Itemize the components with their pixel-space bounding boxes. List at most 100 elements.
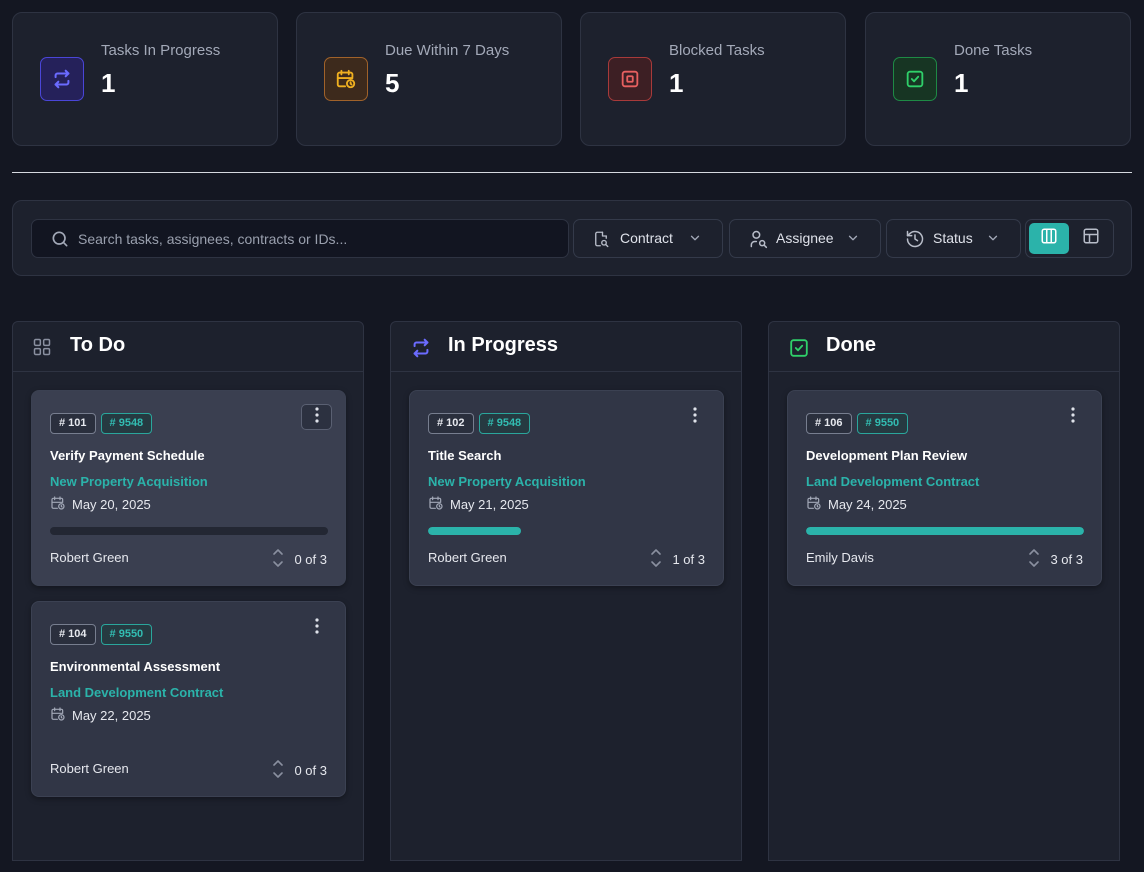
stat-card-due-soon: Due Within 7 Days 5 <box>296 12 562 146</box>
project-link[interactable]: Land Development Contract <box>806 474 980 489</box>
sort-arrows-icon <box>272 759 284 782</box>
subtask-count[interactable]: 3 of 3 <box>1028 548 1083 571</box>
task-card[interactable]: # 102 # 9548 Title Search New Property A… <box>409 390 724 586</box>
table-icon <box>1082 227 1100 250</box>
progress-fill <box>806 527 1084 535</box>
due-date: May 21, 2025 <box>428 495 529 514</box>
more-vertical-icon <box>314 617 319 639</box>
progress-bar <box>50 527 328 535</box>
project-link[interactable]: New Property Acquisition <box>428 474 586 489</box>
column-title: To Do <box>70 334 126 356</box>
progress-fill <box>428 527 521 535</box>
task-card[interactable]: # 101 # 9548 Verify Payment Schedule New… <box>31 390 346 586</box>
calendar-clock-icon <box>50 706 66 725</box>
column-in-progress: In Progress # 102 # 9548 Title Search Ne… <box>390 321 742 861</box>
status-filter-button[interactable]: Status <box>886 219 1021 258</box>
task-card[interactable]: # 104 # 9550 Environmental Assessment La… <box>31 601 346 797</box>
chevron-down-icon <box>986 231 1000 248</box>
calendar-clock-icon <box>50 495 66 514</box>
column-title: Done <box>826 334 876 356</box>
card-menu-button[interactable] <box>301 615 332 641</box>
due-date: May 20, 2025 <box>50 495 151 514</box>
stop-square-icon <box>608 57 652 101</box>
subtask-count[interactable]: 0 of 3 <box>272 759 327 782</box>
task-title: Environmental Assessment <box>50 659 221 674</box>
assignee-name: Robert Green <box>50 761 129 776</box>
search-icon <box>50 229 70 254</box>
column-header: In Progress <box>391 322 741 372</box>
task-card[interactable]: # 106 # 9550 Development Plan Review Lan… <box>787 390 1102 586</box>
progress-bar <box>806 527 1084 535</box>
search-input[interactable] <box>78 220 558 257</box>
chevron-down-icon <box>846 231 860 248</box>
stat-card-in-progress: Tasks In Progress 1 <box>12 12 278 146</box>
columns-icon <box>1040 227 1058 250</box>
more-vertical-icon <box>692 406 697 428</box>
task-title: Title Search <box>428 448 502 463</box>
user-search-icon <box>748 229 768 252</box>
task-id-badge: # 101 <box>50 413 96 434</box>
due-date-text: May 24, 2025 <box>828 497 907 512</box>
task-title: Development Plan Review <box>806 448 968 463</box>
subtask-count[interactable]: 0 of 3 <box>272 548 327 571</box>
more-vertical-icon <box>1070 406 1075 428</box>
stat-label: Due Within 7 Days <box>385 42 510 59</box>
calendar-clock-icon <box>428 495 444 514</box>
stat-label: Done Tasks <box>954 42 1033 59</box>
stat-value: 1 <box>669 68 684 98</box>
column-todo: To Do # 101 # 9548 Verify Payment Schedu… <box>12 321 364 861</box>
board-view-button[interactable] <box>1029 223 1069 254</box>
assignee-name: Robert Green <box>428 550 507 565</box>
contract-id-badge[interactable]: # 9548 <box>478 413 531 434</box>
assignee-filter-button[interactable]: Assignee <box>729 219 881 258</box>
task-id-badge: # 102 <box>428 413 474 434</box>
column-header: To Do <box>13 322 363 372</box>
project-link[interactable]: New Property Acquisition <box>50 474 208 489</box>
stat-value: 1 <box>101 68 116 98</box>
contract-id-badge[interactable]: # 9550 <box>856 413 909 434</box>
column-done: Done # 106 # 9550 Development Plan Revie… <box>768 321 1120 861</box>
card-menu-button[interactable] <box>679 404 710 430</box>
sort-arrows-icon <box>272 548 284 571</box>
search-box[interactable] <box>31 219 569 258</box>
due-date-text: May 22, 2025 <box>72 708 151 723</box>
assignee-filter-label: Assignee <box>776 230 834 246</box>
stat-label: Blocked Tasks <box>669 42 765 59</box>
assignee-name: Robert Green <box>50 550 129 565</box>
column-title: In Progress <box>448 334 559 356</box>
file-search-icon <box>592 229 610 252</box>
subtask-count-text: 1 of 3 <box>672 552 705 567</box>
more-vertical-icon <box>314 406 319 428</box>
loop-arrows-icon <box>40 57 84 101</box>
stat-value: 1 <box>954 68 969 98</box>
check-square-icon <box>788 337 810 364</box>
stats-row: Tasks In Progress 1 Due Within 7 Days 5 … <box>12 12 1132 146</box>
sort-arrows-icon <box>1028 548 1040 571</box>
contract-filter-label: Contract <box>620 230 673 246</box>
progress-bar <box>428 527 706 535</box>
subtask-count-text: 0 of 3 <box>294 552 327 567</box>
divider <box>12 172 1132 173</box>
project-link[interactable]: Land Development Contract <box>50 685 224 700</box>
contract-id-badge[interactable]: # 9550 <box>100 624 153 645</box>
card-menu-button[interactable] <box>301 404 332 430</box>
task-title: Verify Payment Schedule <box>50 448 205 463</box>
check-square-icon <box>893 57 937 101</box>
subtask-count-text: 3 of 3 <box>1050 552 1083 567</box>
subtask-count-text: 0 of 3 <box>294 763 327 778</box>
history-icon <box>905 229 925 252</box>
task-id-badge: # 106 <box>806 413 852 434</box>
view-toggle <box>1025 219 1114 258</box>
stat-card-blocked: Blocked Tasks 1 <box>580 12 846 146</box>
contract-id-badge[interactable]: # 9548 <box>100 413 153 434</box>
assignee-name: Emily Davis <box>806 550 874 565</box>
stat-value: 5 <box>385 68 400 98</box>
contract-filter-button[interactable]: Contract <box>573 219 723 258</box>
calendar-clock-icon <box>324 57 368 101</box>
stat-card-done: Done Tasks 1 <box>865 12 1131 146</box>
grid-icon <box>32 337 52 362</box>
subtask-count[interactable]: 1 of 3 <box>650 548 705 571</box>
table-view-button[interactable] <box>1071 223 1111 254</box>
chevron-down-icon <box>688 231 702 248</box>
card-menu-button[interactable] <box>1057 404 1088 430</box>
